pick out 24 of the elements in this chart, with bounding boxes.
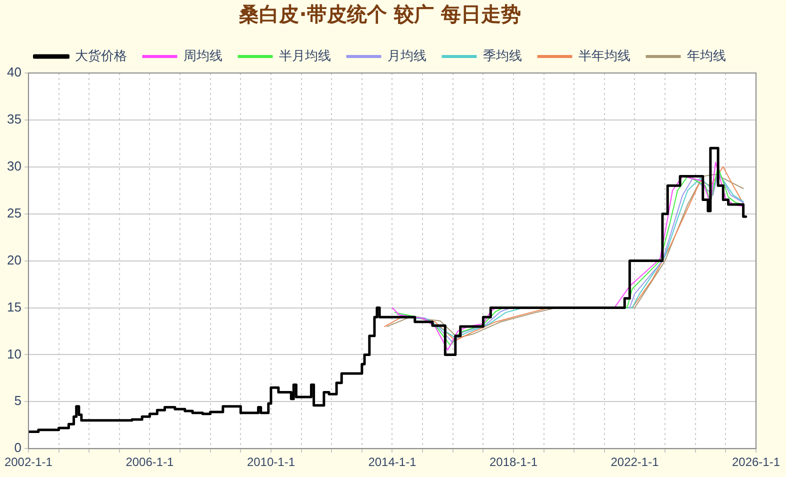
legend-label: 月均线 (387, 48, 426, 64)
legend-label: 大货价格 (74, 48, 127, 64)
y-tick-label: 25 (6, 205, 22, 220)
legend-label: 年均线 (686, 48, 726, 64)
x-tick-label: 2014-1-1 (368, 455, 417, 470)
legend-label: 周均线 (183, 48, 222, 64)
y-tick-label: 20 (6, 252, 22, 268)
y-tick-label: 30 (6, 158, 22, 174)
y-tick-label: 35 (6, 112, 22, 127)
legend-label: 季均线 (482, 48, 522, 64)
legend-label: 半月均线 (278, 48, 331, 64)
x-tick-label: 2006-1-1 (126, 455, 174, 470)
chart-title: 桑白皮·带皮统个 较广 每日走势 (238, 2, 521, 26)
y-tick-label: 5 (14, 393, 22, 408)
y-tick-label: 15 (6, 299, 22, 314)
y-tick-label: 40 (6, 64, 22, 80)
legend-label: 半年均线 (578, 48, 630, 64)
y-tick-label: 0 (14, 440, 22, 456)
y-tick-label: 10 (6, 346, 22, 362)
x-tick-label: 2002-1-1 (4, 455, 53, 470)
x-tick-label: 2018-1-1 (489, 455, 538, 470)
x-tick-label: 2022-1-1 (610, 455, 660, 470)
x-tick-label: 2026-1-1 (732, 455, 780, 470)
x-tick-label: 2010-1-1 (246, 455, 296, 470)
